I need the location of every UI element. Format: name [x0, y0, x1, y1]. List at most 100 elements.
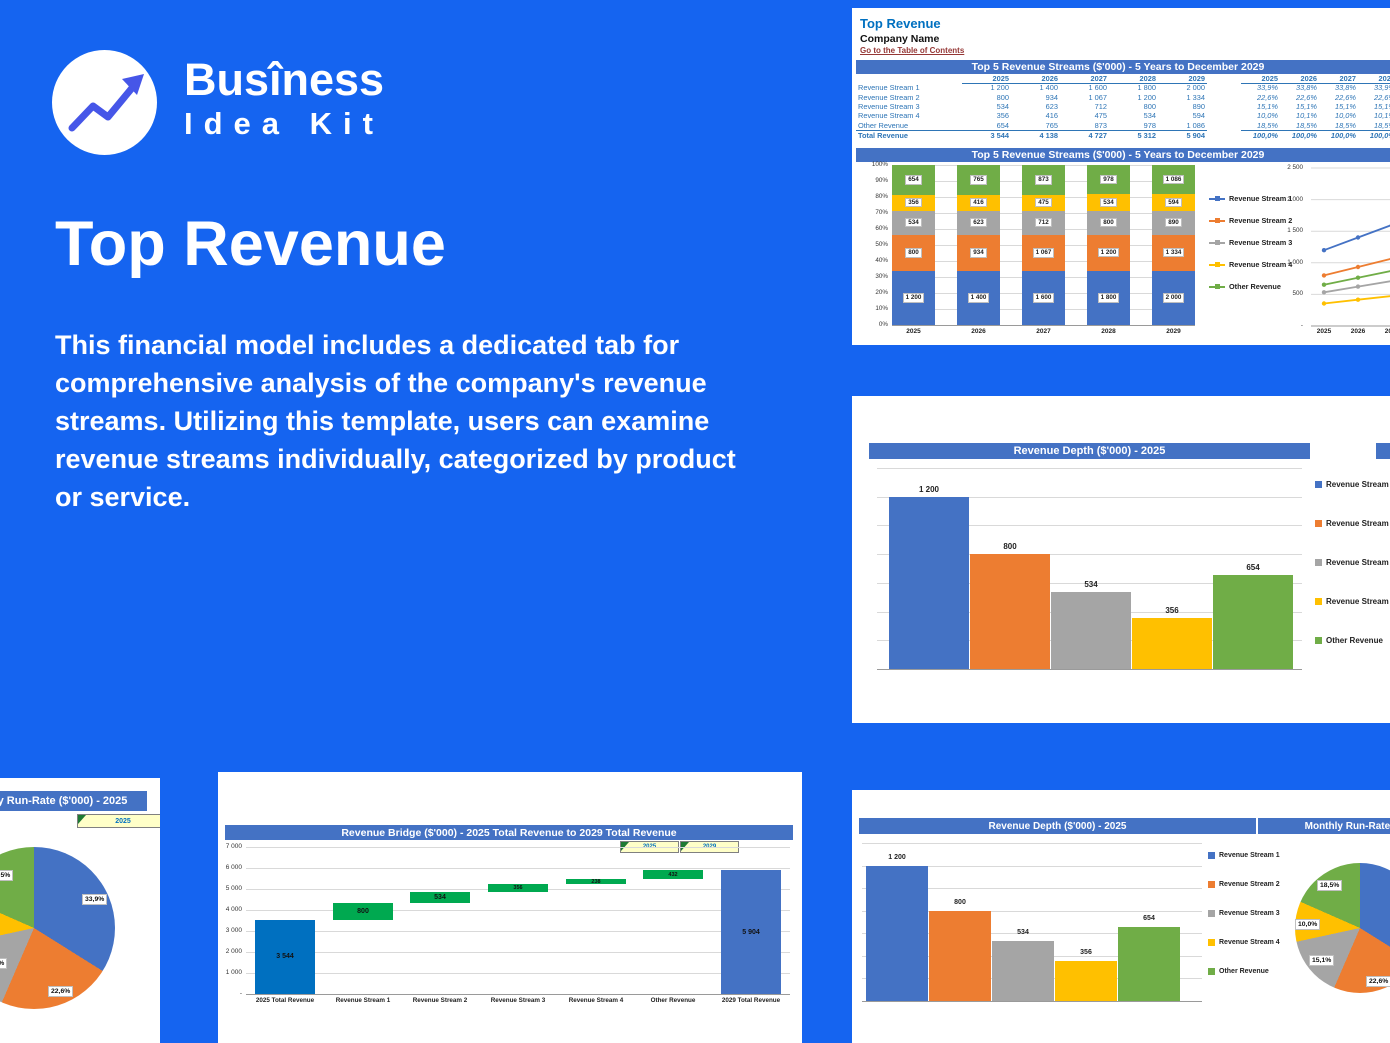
- table-cell: 2 000: [1186, 83, 1206, 93]
- bar: [1055, 960, 1117, 1001]
- revenue-depth-chart: 1 200 800 534 356 654: [862, 843, 1202, 1002]
- run-rate-pie-panel: Monthly Run-Rate ($'000) - 2025 2025 33,…: [0, 778, 160, 1043]
- bar: 5 904: [721, 870, 781, 994]
- legend-label: Revenue Stream 2: [1326, 519, 1390, 528]
- chart-section-title: Top 5 Revenue Streams ($'000) - 5 Years …: [971, 149, 1265, 161]
- page-title: Top Revenue: [55, 209, 446, 279]
- table-cell: Other Revenue: [858, 120, 909, 130]
- bar: [929, 910, 991, 1001]
- data-label: 800: [1003, 542, 1017, 552]
- table-cell: 1 400: [1039, 83, 1059, 93]
- waterfall-y-axis: 7 000 6 000 5 000 4 000 3 000 2 000 1 000 -: [218, 843, 242, 1007]
- pie-label: 15,1%: [0, 958, 8, 969]
- data-label: 1 334: [1162, 247, 1185, 258]
- bar-segment: 890: [1152, 210, 1195, 235]
- sheet-title: Top Revenue: [860, 16, 941, 31]
- legend-marker-dot: [1215, 262, 1220, 267]
- stacked-chart-y-axis: 100% 90% 80% 70% 60% 50% 40% 30% 20% 10% 0%: [854, 161, 888, 335]
- table-cell: 534: [996, 102, 1009, 112]
- pie-label: 15,1%: [1309, 955, 1335, 966]
- legend-item: Revenue Stream 3: [1208, 910, 1280, 917]
- revenue-bridge-panel: Revenue Bridge ($'000) - 2025 Total Reve…: [218, 772, 802, 1043]
- gridline: [877, 582, 1302, 584]
- revenue-depth-legend: Revenue Stream 1 Revenue Stream 2 Revenue …: [1315, 480, 1390, 645]
- stacked-chart-x-axis: 2025 2026 2027 2028 2029: [892, 328, 1212, 338]
- bar-segment: 1 200: [1087, 234, 1130, 271]
- legend-marker: [1208, 852, 1215, 859]
- legend-item: Other Revenue: [1209, 282, 1292, 291]
- revenue-depth-legend: Revenue Stream 1 Revenue Stream 2 Revenue …: [1208, 852, 1280, 975]
- line-chart-y-axis: 2 500 2 000 1 500 1 000 500 -: [1269, 158, 1305, 333]
- pie-label: 18,5%: [1317, 880, 1343, 891]
- table-cell: 22,6%: [1257, 92, 1278, 102]
- data-label: 356: [1080, 948, 1092, 956]
- data-label: 2 000: [1162, 293, 1185, 303]
- table-cell: 800: [996, 92, 1009, 102]
- table-section-title: Top 5 Revenue Streams ($'000) - 5 Years …: [971, 61, 1265, 73]
- brand-logo: [52, 50, 157, 155]
- legend-label: Other Revenue: [1326, 636, 1383, 645]
- table-cell: 2026: [1011, 74, 1060, 84]
- data-label: 623: [970, 217, 987, 228]
- company-name: Company Name: [860, 33, 940, 45]
- table-cell: 15,1%: [1296, 102, 1317, 112]
- legend-item: Revenue Stream 1: [1208, 852, 1280, 859]
- table-cell: 1 334: [1186, 92, 1206, 102]
- bar: [1213, 575, 1293, 669]
- table-cell: 800: [1143, 102, 1156, 112]
- table-cell: 2025: [1241, 74, 1280, 84]
- data-label: 1 800: [1097, 293, 1120, 303]
- legend-item: Revenue Stream 3: [1209, 238, 1292, 247]
- table-cell: 10,0%: [1257, 111, 1278, 121]
- revenue-bridge-header: Revenue Bridge ($'000) - 2025 Total Reve…: [225, 825, 793, 840]
- table-cell: 100,0%: [1280, 129, 1319, 140]
- monthly-run-rate-header: Monthly Run-Rate ($'000) - 2025: [1258, 818, 1390, 834]
- bar-segment: 712: [1022, 210, 1065, 235]
- table-cell: 475: [1094, 111, 1107, 121]
- legend-label: Other Revenue: [1229, 282, 1281, 291]
- legend-label: Revenue Stream 2: [1219, 881, 1280, 888]
- table-of-contents-link[interactable]: Go to the Table of Contents: [860, 46, 965, 55]
- data-label: 800: [357, 907, 369, 915]
- data-label: 934: [970, 248, 987, 258]
- data-label: 890: [1165, 217, 1182, 228]
- axis-tick: 90%: [875, 177, 888, 184]
- bar: [889, 496, 969, 669]
- table-cell: 2026: [1280, 74, 1319, 84]
- stacked-bar-chart: 1 200 800 534 356 654 1 400 934 623 416 765 1 600 1…: [892, 165, 1195, 325]
- bar-segment: 475: [1022, 194, 1065, 211]
- gridline: [862, 910, 1202, 912]
- table-cell: 2028: [1358, 74, 1390, 84]
- data-label: 1 600: [1032, 293, 1055, 303]
- legend-item: Revenue Stream 4: [1209, 260, 1292, 269]
- legend-label: Revenue Stream 4: [1219, 939, 1280, 946]
- x-axis-label: 2029 Total Revenue: [721, 997, 781, 1004]
- year-filter-value: 2025: [115, 817, 131, 825]
- axis-tick: 2 000: [225, 948, 242, 955]
- table-cell: 1 600: [1088, 83, 1108, 93]
- table-section-header: Top 5 Revenue Streams ($'000) - 5 Years …: [856, 60, 1390, 74]
- legend-marker: [1315, 520, 1322, 527]
- legend-marker: [1209, 196, 1225, 201]
- axis-tick: 10%: [875, 305, 888, 312]
- gridline: [877, 496, 1302, 498]
- x-axis-label: Other Revenue: [650, 997, 696, 1004]
- data-label: 432: [668, 871, 678, 878]
- bar: [970, 554, 1050, 669]
- page-description: This financial model includes a dedicate…: [55, 330, 736, 512]
- x-axis-label: 2025: [906, 328, 921, 335]
- axis-tick: 1 000: [1287, 258, 1303, 266]
- data-label: 800: [954, 898, 966, 906]
- data-label: 1 200: [888, 853, 906, 861]
- legend-marker: [1208, 939, 1215, 946]
- axis-tick: 100%: [871, 161, 888, 168]
- axis-tick: 2 500: [1287, 164, 1303, 171]
- axis-tick: 7 000: [225, 843, 242, 850]
- data-label: 534: [1084, 580, 1098, 590]
- axis-tick: 500: [1292, 290, 1303, 298]
- revenue-depth-panel: Revenue Depth ($'000) - 2025 1 200 800 534…: [852, 396, 1390, 723]
- year-filter-dropdown[interactable]: 2025: [77, 814, 160, 828]
- monthly-run-rate-title: Monthly Run-Rate ($'000) - 2025: [1304, 820, 1390, 832]
- gridline: [877, 525, 1302, 527]
- legend-label: Revenue Stream 1: [1219, 852, 1280, 859]
